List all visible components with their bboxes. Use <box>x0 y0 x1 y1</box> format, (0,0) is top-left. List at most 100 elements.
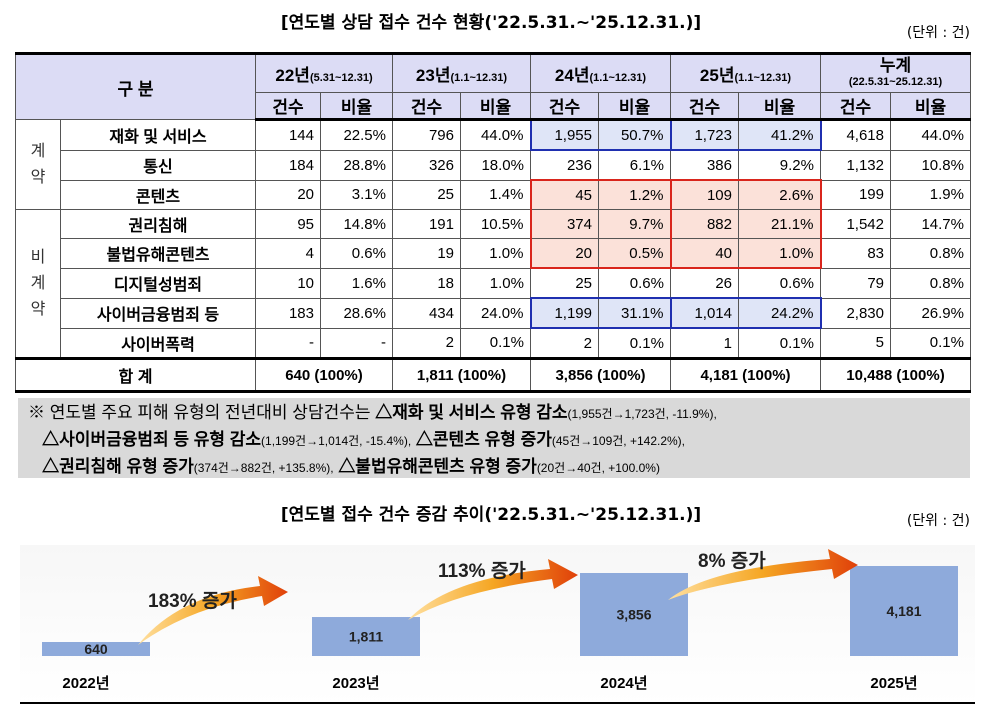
ratio-cell: 9.7% <box>598 209 672 239</box>
header-category: 구 분 <box>15 52 256 120</box>
count-cell: 1,014 <box>669 297 739 329</box>
year-period: (22.5.31~25.12.31) <box>848 75 943 88</box>
count-cell: 4,618 <box>820 119 891 151</box>
ratio-cell: 1.2% <box>598 179 672 210</box>
note-box: ※ 연도별 주요 피해 유형의 전년대비 상담건수는 △재화 및 서비스 유형 … <box>18 398 970 478</box>
ratio-cell: 0.6% <box>598 267 671 299</box>
bar <box>580 572 688 656</box>
ratio-cell: 0.1% <box>460 327 531 359</box>
year-period: (5.31~12.31) <box>309 72 373 84</box>
table-row: 불법유해콘텐츠 4 0.6% 19 1.0% 20 0.5% 40 1.0% 83 0.8% <box>16 238 971 269</box>
ratio-cell: 28.8% <box>320 149 393 181</box>
note-detail: (1,199건→1,014건, -15.4%), <box>261 434 412 448</box>
count-cell: 2 <box>530 327 599 359</box>
count-cell: 882 <box>669 209 739 239</box>
count-cell: 236 <box>530 149 599 181</box>
ratio-cell: 1.6% <box>320 267 393 299</box>
ratio-cell: 24.2% <box>738 297 822 329</box>
count-cell: 374 <box>529 209 599 239</box>
count-cell: 109 <box>669 179 739 210</box>
total-value: 3,856 (100%) <box>530 357 671 393</box>
ratio-cell: 10.8% <box>890 149 971 181</box>
ratio-cell: 18.0% <box>460 149 531 181</box>
bar <box>312 617 420 656</box>
total-label: 합 계 <box>15 357 256 393</box>
ratio-cell: 0.1% <box>598 327 671 359</box>
year-label: 23년 <box>415 66 451 85</box>
count-cell: 184 <box>255 149 321 181</box>
header-ratio: 비율 <box>738 92 821 121</box>
header-ratio: 비율 <box>890 92 971 121</box>
ratio-cell: 24.0% <box>460 297 531 329</box>
row-item: 사이버금융범죄 등 <box>60 297 256 329</box>
row-item: 불법유해콘텐츠 <box>60 238 256 269</box>
ratio-cell: 22.5% <box>320 119 393 151</box>
count-cell: 1,542 <box>820 209 891 239</box>
ratio-cell: 0.6% <box>320 238 393 269</box>
header-count: 건수 <box>670 92 739 121</box>
ratio-cell: 0.1% <box>890 327 971 359</box>
count-cell: 25 <box>392 179 461 210</box>
x-tick-label: 2023년 <box>332 675 379 692</box>
count-cell: 2 <box>392 327 461 359</box>
count-cell: 326 <box>392 149 461 181</box>
bar-data-label: 3,856 <box>616 606 651 622</box>
count-cell: 79 <box>820 267 891 299</box>
table-title: [연도별 상담 접수 건수 현황('22.5.31.~'25.12.31.)] <box>280 13 702 33</box>
count-cell: 83 <box>820 238 891 269</box>
note-detail: (45건→109건, +142.2%), <box>551 434 686 448</box>
count-cell: 19 <box>392 238 461 269</box>
consultation-table: 구 분 22년(5.31~12.31) 23년(1.1~12.31) 24년(1.1~… <box>15 52 971 393</box>
year-period: (1.1~12.31) <box>589 72 647 84</box>
header-count: 건수 <box>392 92 461 121</box>
growth-annotation: 113% 증가 <box>438 560 526 582</box>
note-item: △재화 및 서비스 유형 감소 <box>375 403 568 422</box>
ratio-cell: 0.5% <box>598 238 672 269</box>
header-count: 건수 <box>820 92 891 121</box>
x-tick-label: 2024년 <box>600 675 647 692</box>
total-value: 1,811 (100%) <box>392 357 531 393</box>
bar-data-label: 1,811 <box>349 629 383 645</box>
count-cell: 199 <box>820 179 891 210</box>
count-cell: 40 <box>669 238 739 269</box>
row-item: 콘텐츠 <box>60 179 256 210</box>
growth-arrow-icon <box>138 576 288 645</box>
header-ratio: 비율 <box>460 92 531 121</box>
count-cell: 191 <box>392 209 461 239</box>
table-row: 콘텐츠 20 3.1% 25 1.4% 45 1.2% 109 2.6% 199 1.9% <box>16 179 971 210</box>
header-year: 24년(1.1~12.31) <box>530 52 671 93</box>
ratio-cell: 44.0% <box>890 119 971 151</box>
count-cell: 1,132 <box>820 149 891 181</box>
year-label: 22년 <box>275 66 310 85</box>
ratio-cell: 0.8% <box>890 238 971 269</box>
count-cell: 18 <box>392 267 461 299</box>
ratio-cell: 0.6% <box>738 267 821 299</box>
count-cell: - <box>255 327 321 359</box>
count-cell: 26 <box>670 267 739 299</box>
note-detail: (20건→40건, +100.0%) <box>536 461 660 475</box>
count-cell: 1,199 <box>529 297 599 329</box>
ratio-cell: 1.9% <box>890 179 971 210</box>
row-item: 사이버폭력 <box>60 327 256 359</box>
count-cell: 1,723 <box>669 118 739 151</box>
count-cell: 5 <box>820 327 891 359</box>
note-prefix: ※ 연도별 주요 피해 유형의 전년대비 상담건수는 <box>28 403 376 422</box>
ratio-cell: 1.0% <box>460 267 531 299</box>
ratio-cell: 31.1% <box>598 297 672 329</box>
total-value: 640 (100%) <box>255 357 393 393</box>
note-item: △사이버금융범죄 등 유형 감소 <box>42 430 262 449</box>
x-tick-label: 2025년 <box>870 675 917 692</box>
year-period: (1.1~12.31) <box>450 72 508 84</box>
note-item: △콘텐츠 유형 증가 <box>415 430 552 449</box>
ratio-cell: 10.5% <box>460 209 531 239</box>
ratio-cell: - <box>320 327 393 359</box>
ratio-cell: 1.0% <box>738 238 822 269</box>
count-cell: 1 <box>670 327 739 359</box>
count-cell: 25 <box>530 267 599 299</box>
bar-chart: 640 2022년 1,811 2023년 3,856 2024년 4,181 2025년 18… <box>20 545 975 705</box>
bar-data-label: 640 <box>84 641 108 657</box>
year-period: (1.1~12.31) <box>734 72 792 84</box>
count-cell: 2,830 <box>820 297 891 329</box>
table-row: 통신 184 28.8% 326 18.0% 236 6.1% 386 9.2% 1,132 10.… <box>16 149 971 181</box>
year-label: 24년 <box>554 66 590 85</box>
